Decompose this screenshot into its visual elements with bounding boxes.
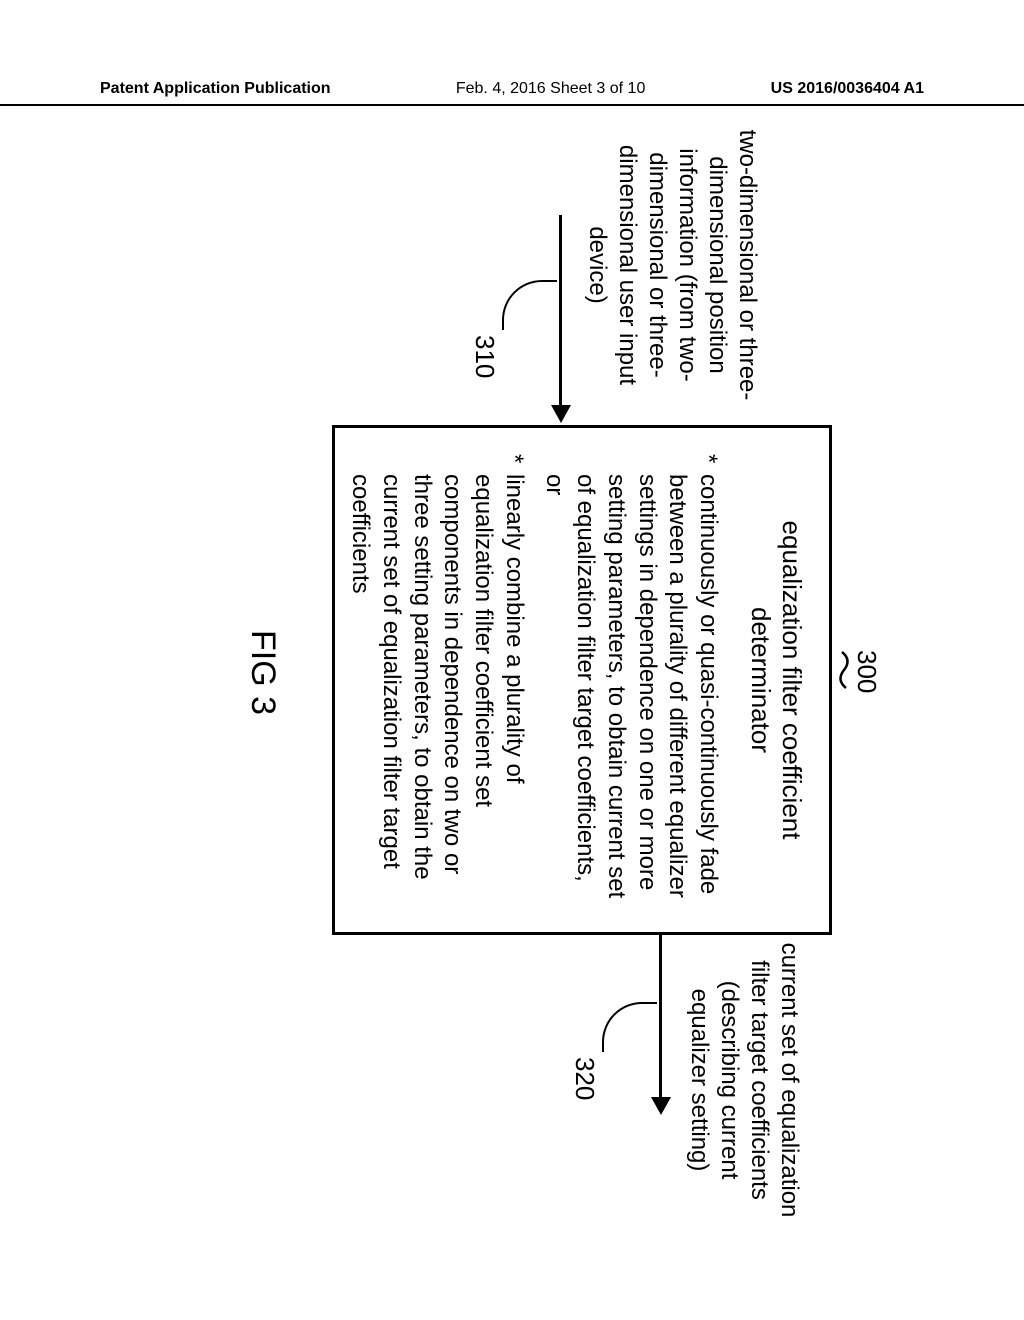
input-label: two-dimensional or three-dimensional pos… xyxy=(582,120,762,410)
ref-out: 320 xyxy=(569,1057,600,1100)
bullet-text: continuously or quasi-continuously fade … xyxy=(539,474,723,906)
input-arrow-line xyxy=(559,215,562,407)
ref-main: 300 xyxy=(851,650,882,693)
output-arrow-head-icon xyxy=(651,1097,671,1115)
header-right: US 2016/0036404 A1 xyxy=(771,80,924,98)
input-arrow-head-icon xyxy=(551,405,571,423)
header-left: Patent Application Publication xyxy=(100,80,331,98)
box-bullets: * continuously or quasi-continuously fad… xyxy=(344,454,723,906)
curve-icon xyxy=(602,1002,657,1052)
header-mid: Feb. 4, 2016 Sheet 3 of 10 xyxy=(456,80,645,98)
box-title: equalization filter coefficient determin… xyxy=(745,454,807,906)
diagram-rotation-wrapper: 300 equalization filter coefficient dete… xyxy=(132,160,892,1160)
output-label: current set of equalization filter targe… xyxy=(684,930,804,1230)
page-header: Patent Application Publication Feb. 4, 2… xyxy=(0,80,1024,106)
diagram: 300 equalization filter coefficient dete… xyxy=(132,160,892,1160)
bullet-text: linearly combine a plurality of equaliza… xyxy=(344,474,528,906)
page: Patent Application Publication Feb. 4, 2… xyxy=(0,0,1024,1320)
figure-caption: FIG 3 xyxy=(243,630,282,715)
bullet-star-icon: * xyxy=(344,454,528,474)
bullet-row: * continuously or quasi-continuously fad… xyxy=(539,454,723,906)
determinator-box: equalization filter coefficient determin… xyxy=(332,425,832,935)
bullet-row: * linearly combine a plurality of equali… xyxy=(344,454,528,906)
curve-icon xyxy=(502,280,557,330)
bullet-star-icon: * xyxy=(539,454,723,474)
tilde-icon xyxy=(836,650,852,690)
output-arrow-line xyxy=(659,935,662,1099)
ref-in: 310 xyxy=(469,335,500,378)
